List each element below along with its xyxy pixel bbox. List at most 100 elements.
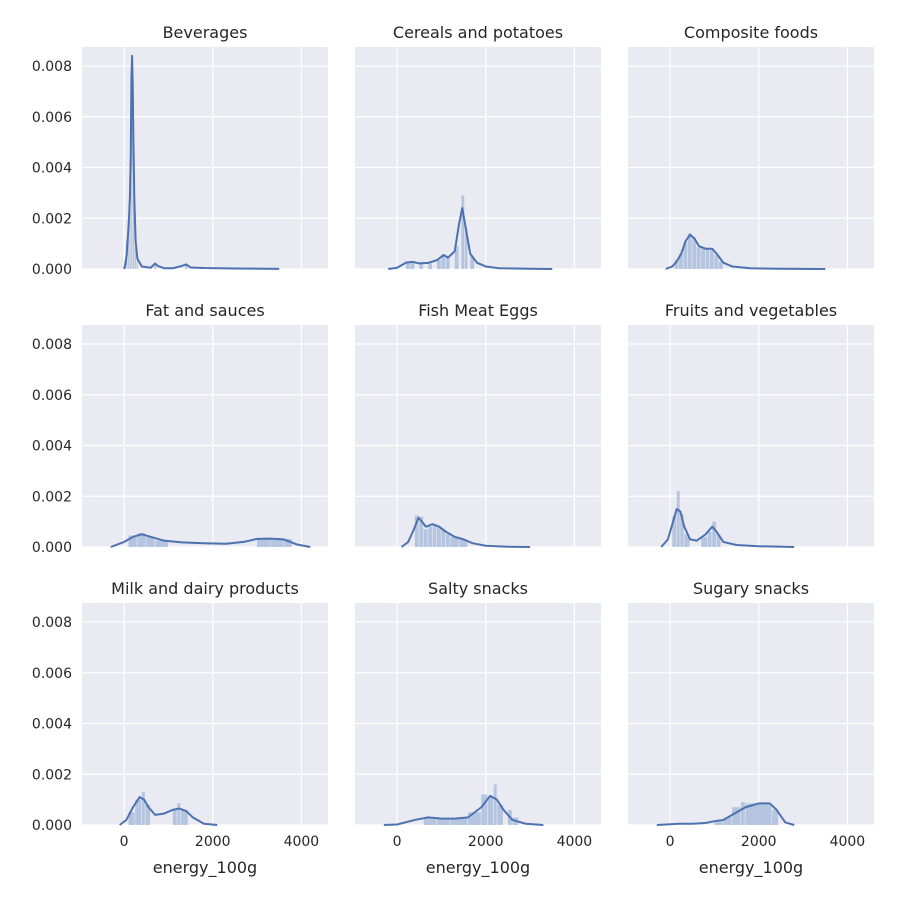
histogram-bar <box>468 812 481 825</box>
panel-background <box>355 47 601 269</box>
histogram-bar <box>487 797 494 825</box>
histogram-bar <box>710 249 714 269</box>
facet-panel-5: Fish Meat Eggs <box>355 301 601 548</box>
y-tick-label: 0.002 <box>32 489 72 505</box>
y-tick-label: 0.000 <box>32 818 72 834</box>
facet-title: Composite foods <box>684 23 818 42</box>
facet-title: Fish Meat Eggs <box>418 301 538 320</box>
histogram-bar <box>497 804 503 825</box>
histogram-bar <box>180 809 188 825</box>
x-tick-label: 4000 <box>557 834 593 850</box>
histogram-bar <box>154 264 157 269</box>
kde-line <box>383 794 544 826</box>
histogram-bar <box>678 253 683 269</box>
histogram-bar <box>714 255 719 269</box>
histogram-bar <box>716 534 721 547</box>
histogram-bar <box>459 539 468 547</box>
x-tick-label: 0 <box>666 834 675 850</box>
histogram-bar <box>437 818 450 825</box>
panel-background <box>628 47 874 269</box>
histogram-bar <box>723 817 732 825</box>
histogram-bar <box>445 534 450 547</box>
x-tick-label: 2000 <box>741 834 777 850</box>
histogram-bar <box>428 526 432 547</box>
kde-line <box>110 533 311 548</box>
histogram-bar <box>464 228 468 269</box>
facet-title: Fat and sauces <box>145 301 264 320</box>
histogram-bar <box>441 254 446 269</box>
histogram-bar <box>493 784 497 825</box>
y-tick-label: 0.002 <box>32 767 72 783</box>
x-axis-label: energy_100g <box>426 858 530 878</box>
histogram-bar <box>461 195 465 269</box>
facet-title: Milk and dairy products <box>111 579 299 598</box>
histogram-bar <box>732 807 741 825</box>
kde-line <box>665 233 826 270</box>
facet-panel-4: Fat and sauces 0.000 0.002 0.004 0.006 0.008 <box>32 301 328 556</box>
histogram-bar <box>405 263 410 269</box>
histogram-bar <box>680 514 684 547</box>
histogram-bar <box>712 521 717 547</box>
x-tick-label: 0 <box>120 834 129 850</box>
histogram-bar <box>270 538 284 547</box>
x-axis-label: energy_100g <box>699 858 803 878</box>
facet-title: Salty snacks <box>428 579 528 598</box>
histogram-bar <box>445 257 450 269</box>
histogram-bar <box>684 534 690 547</box>
kde-line <box>119 796 218 826</box>
y-tick-label: 0.006 <box>32 388 72 404</box>
facet-panel-8: Salty snacks 0 2000 4000 energy_100g <box>355 579 601 878</box>
histogram-bar <box>136 261 138 269</box>
kde-line <box>656 802 795 826</box>
panel-background <box>355 603 601 825</box>
y-tick-label: 0.002 <box>32 211 72 227</box>
histogram-bar <box>428 263 432 269</box>
y-tick-label: 0.004 <box>32 161 72 177</box>
histogram-bar <box>177 803 181 825</box>
histogram-bar <box>450 817 468 825</box>
y-tick-label: 0.008 <box>32 337 72 353</box>
y-tick-label: 0.008 <box>32 59 72 75</box>
histogram-bar <box>131 78 133 269</box>
histogram-bar <box>672 516 677 547</box>
histogram-bar <box>696 247 701 269</box>
kde-line <box>388 207 553 270</box>
histogram-bar <box>741 802 745 825</box>
kde-line <box>660 507 795 548</box>
y-tick-label: 0.004 <box>32 439 72 455</box>
histogram-bar <box>470 256 475 269</box>
facet-panel-3: Composite foods <box>628 23 874 270</box>
histogram-bar <box>772 809 779 825</box>
facet-panel-2: Cereals and potatoes <box>355 23 601 270</box>
histogram-bar <box>423 817 437 825</box>
x-axis-label: energy_100g <box>153 858 257 878</box>
facet-panel-1: Beverages 0.000 0.002 0.004 0.006 0.008 <box>32 23 328 278</box>
facet-title: Beverages <box>163 23 248 42</box>
facet-title: Fruits and vegetables <box>665 301 837 320</box>
histogram-bar <box>437 260 441 269</box>
x-tick-label: 4000 <box>284 834 320 850</box>
panel-background <box>355 325 601 547</box>
histogram-bar <box>132 197 135 269</box>
histogram-bar <box>701 248 705 269</box>
histogram-bar <box>745 803 772 825</box>
histogram-bar <box>714 821 723 825</box>
facet-panel-7: Milk and dairy products 0.000 0.002 0.004 0.… <box>32 579 328 878</box>
histogram-bar <box>419 263 424 269</box>
histogram-bar <box>705 248 710 269</box>
histogram-bar <box>441 529 446 547</box>
histogram-bar <box>257 539 270 547</box>
histogram-bar <box>481 794 488 825</box>
histogram-bar <box>145 804 151 825</box>
facet-panel-6: Fruits and vegetables <box>628 301 874 548</box>
histogram-bar <box>141 792 145 825</box>
panel-background <box>82 603 328 825</box>
histogram-bar <box>701 536 708 547</box>
histogram-bar <box>410 261 415 269</box>
histogram-bar <box>129 195 131 269</box>
histogram-bar <box>683 242 688 269</box>
y-tick-label: 0.006 <box>32 666 72 682</box>
histogram-bar <box>146 536 155 547</box>
x-tick-label: 4000 <box>830 834 866 850</box>
